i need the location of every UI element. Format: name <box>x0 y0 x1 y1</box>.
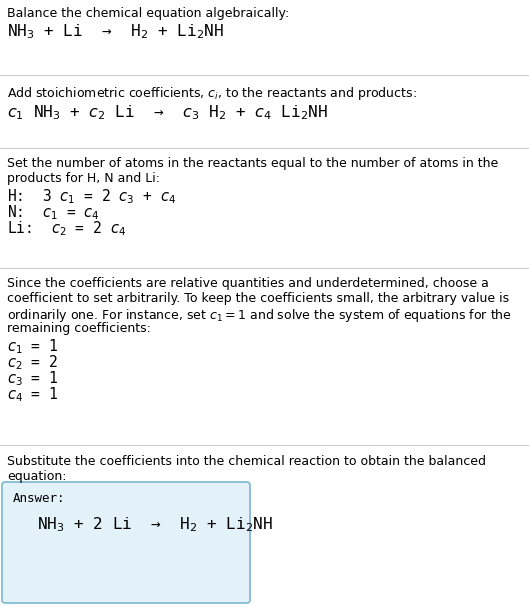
Text: Balance the chemical equation algebraically:: Balance the chemical equation algebraica… <box>7 7 289 20</box>
Text: products for H, N and Li:: products for H, N and Li: <box>7 172 160 185</box>
Text: $c_{3}$ = 1: $c_{3}$ = 1 <box>7 369 58 388</box>
Text: Substitute the coefficients into the chemical reaction to obtain the balanced: Substitute the coefficients into the che… <box>7 455 486 468</box>
Text: equation:: equation: <box>7 470 67 483</box>
Text: Add stoichiometric coefficients, $c_i$, to the reactants and products:: Add stoichiometric coefficients, $c_i$, … <box>7 85 417 102</box>
Text: $c_{4}$ = 1: $c_{4}$ = 1 <box>7 385 58 404</box>
Text: N:  $c_{1}$ = $c_{4}$: N: $c_{1}$ = $c_{4}$ <box>7 203 99 222</box>
Text: $c_{1}$ NH$_3$ + $c_{2}$ Li  →  $c_{3}$ H$_2$ + $c_{4}$ Li$_2$NH: $c_{1}$ NH$_3$ + $c_{2}$ Li → $c_{3}$ H$… <box>7 103 328 121</box>
Text: remaining coefficients:: remaining coefficients: <box>7 322 151 335</box>
Text: coefficient to set arbitrarily. To keep the coefficients small, the arbitrary va: coefficient to set arbitrarily. To keep … <box>7 292 509 305</box>
Text: NH$_3$ + Li  →  H$_2$ + Li$_2$NH: NH$_3$ + Li → H$_2$ + Li$_2$NH <box>7 22 224 41</box>
Text: Set the number of atoms in the reactants equal to the number of atoms in the: Set the number of atoms in the reactants… <box>7 157 498 170</box>
Text: Li:  $c_{2}$ = 2 $c_{4}$: Li: $c_{2}$ = 2 $c_{4}$ <box>7 219 126 238</box>
FancyBboxPatch shape <box>2 482 250 603</box>
Text: Since the coefficients are relative quantities and underdetermined, choose a: Since the coefficients are relative quan… <box>7 277 489 290</box>
Text: Answer:: Answer: <box>13 492 66 505</box>
Text: $c_{1}$ = 1: $c_{1}$ = 1 <box>7 337 58 356</box>
Text: $c_{2}$ = 2: $c_{2}$ = 2 <box>7 353 58 371</box>
Text: ordinarily one. For instance, set $c_1 = 1$ and solve the system of equations fo: ordinarily one. For instance, set $c_1 =… <box>7 307 512 324</box>
Text: H:  3 $c_{1}$ = 2 $c_{3}$ + $c_{4}$: H: 3 $c_{1}$ = 2 $c_{3}$ + $c_{4}$ <box>7 187 176 206</box>
Text: NH$_3$ + 2 Li  →  H$_2$ + Li$_2$NH: NH$_3$ + 2 Li → H$_2$ + Li$_2$NH <box>37 515 273 534</box>
